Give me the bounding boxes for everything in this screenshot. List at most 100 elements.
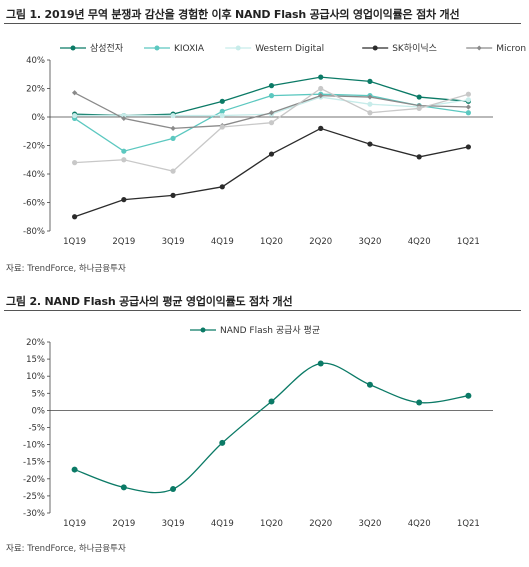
data-point (416, 154, 422, 160)
x-tick-label: 4Q19 (211, 237, 234, 247)
data-point (465, 144, 471, 150)
x-tick-label: 1Q20 (260, 519, 283, 529)
x-tick-label: 1Q20 (260, 237, 283, 247)
series-line (74, 362, 469, 494)
data-point (367, 78, 373, 84)
data-point (219, 108, 225, 114)
x-tick-label: 4Q20 (408, 237, 431, 247)
legend-label: SK하이닉스 (392, 43, 437, 54)
figure2-title: 그림 2. NAND Flash 공급사의 평균 영업이익률도 점차 개선 (6, 295, 293, 308)
y-tick-label: -15% (23, 458, 45, 468)
legend-swatch-marker (476, 45, 482, 51)
legend-label: 삼성전자 (90, 43, 124, 54)
data-point (72, 90, 78, 96)
y-tick-label: 15% (26, 355, 45, 365)
data-point (465, 110, 471, 116)
x-tick-label: 4Q20 (408, 519, 431, 529)
data-point (72, 214, 78, 220)
data-point (318, 85, 324, 92)
legend-swatch-marker (70, 45, 76, 51)
data-point (268, 398, 275, 405)
data-point (72, 160, 78, 166)
data-point (121, 115, 127, 122)
y-tick-label: -80% (23, 227, 45, 237)
data-point (367, 101, 373, 107)
x-tick-label: 1Q19 (63, 519, 86, 529)
data-point (268, 83, 275, 89)
y-tick-label: -25% (23, 492, 45, 502)
y-tick-label: 40% (26, 56, 45, 66)
data-point (170, 112, 176, 119)
x-tick-label: 1Q19 (63, 237, 86, 247)
chart2-series (71, 360, 472, 494)
legend-swatch-marker (200, 327, 206, 333)
y-tick-label: -20% (23, 475, 45, 485)
x-tick-label: 3Q19 (162, 237, 185, 247)
data-point (367, 94, 373, 100)
data-point (170, 135, 176, 141)
chart1-series (72, 74, 471, 220)
data-point (465, 104, 471, 110)
x-tick-label: 2Q20 (309, 237, 332, 247)
data-point (219, 439, 226, 446)
data-point (465, 392, 472, 399)
figure1-source: 자료: TrendForce, 하나금융투자 (6, 264, 126, 274)
chart2-axes: 20% 15% 10% 5% 0% -5% -10% -15% -20% -25% -30% 1Q19… (23, 338, 493, 529)
series-line (74, 87, 469, 172)
data-point (318, 93, 324, 99)
data-point (121, 197, 127, 203)
legend-label: Western Digital (255, 44, 324, 54)
x-tick-label: 2Q19 (112, 237, 135, 247)
legend-label: Micron (496, 44, 526, 54)
legend-label: KIOXIA (174, 44, 205, 54)
y-tick-label: 0% (32, 113, 46, 123)
x-tick-label: 3Q20 (358, 237, 381, 247)
series-line (74, 127, 469, 218)
data-point (317, 360, 324, 367)
data-point (121, 112, 127, 119)
y-tick-label: -5% (28, 424, 45, 434)
figure2-title-rule (4, 310, 521, 311)
figure1-title-rule (4, 23, 521, 24)
legend-label: NAND Flash 공급사 평균 (220, 325, 320, 336)
figure2-source: 자료: TrendForce, 하나금융투자 (6, 544, 126, 554)
data-point (465, 91, 471, 97)
data-point (367, 110, 373, 116)
x-tick-label: 2Q20 (309, 519, 332, 529)
data-point (120, 484, 127, 491)
data-point (170, 168, 176, 174)
data-point (170, 125, 176, 131)
y-tick-label: 0% (32, 406, 46, 416)
figure1-title: 그림 1. 2019년 무역 분쟁과 감산을 경험한 이후 NAND Flash… (6, 8, 460, 21)
data-point (170, 486, 177, 493)
data-point (268, 93, 275, 99)
x-tick-label: 1Q21 (457, 237, 480, 247)
data-point (465, 97, 471, 103)
legend-swatch-marker (154, 45, 160, 51)
chart2-legend: NAND Flash 공급사 평균 (190, 325, 320, 336)
y-tick-label: 20% (26, 85, 45, 95)
x-tick-label: 3Q19 (162, 519, 185, 529)
data-point (268, 110, 275, 116)
data-point (219, 184, 225, 190)
data-point (367, 141, 373, 147)
data-point (219, 112, 225, 119)
legend-swatch-marker (235, 45, 241, 51)
y-tick-label: -20% (23, 142, 45, 152)
x-tick-label: 1Q21 (457, 519, 480, 529)
x-tick-label: 2Q19 (112, 519, 135, 529)
y-tick-label: -30% (23, 509, 45, 519)
y-tick-label: 10% (26, 372, 45, 382)
data-point (318, 125, 324, 131)
data-point (72, 112, 78, 119)
x-tick-label: 4Q19 (211, 519, 234, 529)
data-point (268, 151, 275, 157)
data-point (416, 94, 422, 100)
y-tick-label: 20% (26, 338, 45, 348)
data-point (318, 74, 324, 80)
chart1-axes: 40% 20% 0% -20% -40% -60% -80% 1Q19 2Q19 3Q19 4Q19… (23, 56, 493, 247)
data-point (219, 98, 225, 104)
data-point (366, 381, 373, 388)
data-point (219, 124, 225, 130)
